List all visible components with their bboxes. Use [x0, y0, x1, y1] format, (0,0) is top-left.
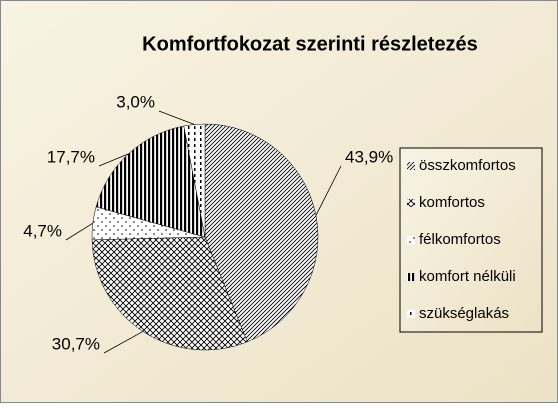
legend — [399, 147, 543, 333]
leader-line — [65, 222, 94, 241]
legend-swatch — [407, 310, 415, 318]
pie-slice — [91, 236, 248, 351]
leader-line — [98, 153, 129, 167]
leader-line — [103, 331, 144, 354]
data-label: 43,9% — [345, 147, 393, 166]
data-label: 3,0% — [116, 92, 155, 111]
legend-label: félkomfortos — [419, 231, 501, 248]
data-label: 17,7% — [47, 147, 95, 166]
data-label: 30,7% — [52, 334, 100, 353]
legend-swatch — [407, 236, 415, 244]
legend-swatch — [407, 162, 415, 170]
legend-label: összkomfortos — [419, 157, 516, 174]
leader-line — [315, 165, 342, 216]
chart-title: Komfortfokozat szerinti részletezés — [142, 33, 478, 55]
data-label: 4,7% — [23, 221, 62, 240]
pie-slice — [204, 123, 319, 343]
legend-label: szükséglakás — [419, 305, 509, 322]
legend-swatch — [407, 273, 415, 281]
legend-swatch — [407, 199, 415, 207]
leader-line — [158, 110, 195, 125]
pie-slice — [183, 123, 206, 238]
legend-label: komfort nélküli — [419, 268, 516, 285]
legend-label: komfortos — [419, 194, 485, 211]
pie-slice — [95, 125, 206, 238]
